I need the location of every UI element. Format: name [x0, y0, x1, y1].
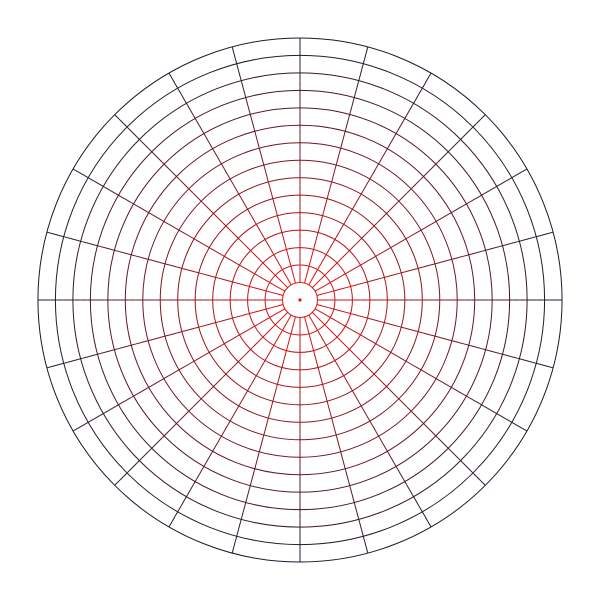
polar-grid: [0, 0, 600, 600]
center-dot: [298, 298, 301, 301]
